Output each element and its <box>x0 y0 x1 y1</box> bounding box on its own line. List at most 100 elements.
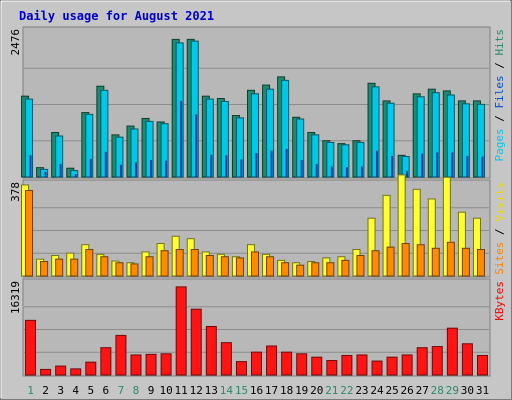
bar-sites-day-4 <box>70 258 79 277</box>
bar-sites-day-9 <box>145 256 154 277</box>
bar-pages-day-23 <box>360 166 363 177</box>
bar-kbytes-day-23 <box>356 354 368 376</box>
x-tick-label: 11 <box>175 384 188 397</box>
bar-kbytes-day-11 <box>175 286 187 376</box>
bar-files-day-19 <box>296 118 305 178</box>
bar-sites-day-11 <box>175 249 184 277</box>
bar-pages-day-11 <box>180 100 183 177</box>
hits-panel-legend: Pages / Files / Hits <box>493 29 506 162</box>
bar-kbytes-day-15 <box>235 361 247 376</box>
bar-pages-day-24 <box>376 150 379 177</box>
bar-sites-day-22 <box>341 259 350 277</box>
bar-files-day-18 <box>281 79 290 178</box>
bar-kbytes-day-7 <box>115 334 127 376</box>
bar-pages-day-4 <box>74 174 77 177</box>
x-tick-label: 12 <box>190 384 203 397</box>
visits-panel-max-label: 378 <box>9 182 22 202</box>
x-axis: 1 2 3 4 5 6 7 8 9 10 11 12 13 14 15 16 17 18 19 20 21 22 23 24 2… <box>27 384 489 397</box>
bar-sites-day-14 <box>220 256 229 277</box>
bar-files-day-1 <box>25 98 34 178</box>
bar-sites-day-1 <box>25 190 34 277</box>
bar-files-day-3 <box>55 135 64 178</box>
x-tick-label: 8 <box>133 384 140 397</box>
hits-panel: 2476 Pages / Files / Hits <box>9 26 506 179</box>
panels-layer: 2476 Pages / Files / Hits 378 Sites / Visit… <box>9 26 506 377</box>
bar-pages-day-18 <box>285 148 288 177</box>
bar-files-day-16 <box>251 93 259 178</box>
bar-files-day-9 <box>145 120 154 178</box>
bar-kbytes-day-26 <box>401 354 413 376</box>
x-tick-label: 19 <box>295 384 308 397</box>
x-tick-label: 13 <box>205 384 218 397</box>
bar-kbytes-day-10 <box>160 353 172 376</box>
x-tick-label: 5 <box>87 384 94 397</box>
x-tick-label: 3 <box>57 384 64 397</box>
visits-panel: 378 Sites / Visits <box>9 174 506 278</box>
bar-files-day-22 <box>341 144 350 178</box>
bar-kbytes-day-27 <box>416 347 428 376</box>
bar-pages-day-28 <box>436 152 439 177</box>
bar-kbytes-day-6 <box>100 347 112 376</box>
bar-kbytes-day-29 <box>446 327 458 376</box>
bar-sites-day-10 <box>160 250 169 277</box>
x-tick-label: 24 <box>370 384 384 397</box>
bar-files-day-24 <box>371 86 380 178</box>
bar-pages-day-1 <box>29 155 32 177</box>
hits-panel-max-label: 2476 <box>9 29 22 56</box>
bar-pages-day-19 <box>300 160 303 177</box>
bar-sites-day-20 <box>311 262 320 277</box>
bar-kbytes-day-4 <box>70 368 82 376</box>
x-tick-label: 2 <box>42 384 49 397</box>
bar-kbytes-day-13 <box>205 325 217 376</box>
x-tick-label: 7 <box>118 384 125 397</box>
bar-files-day-10 <box>160 123 169 178</box>
x-tick-label: 18 <box>280 384 293 397</box>
bar-sites-day-12 <box>190 249 199 277</box>
bar-pages-day-13 <box>210 154 213 177</box>
bar-pages-day-9 <box>150 160 153 177</box>
bar-kbytes-day-18 <box>281 351 293 376</box>
bar-sites-day-13 <box>205 255 214 277</box>
bar-pages-day-2 <box>44 171 47 177</box>
x-tick-label: 30 <box>461 384 474 397</box>
bar-pages-day-10 <box>165 160 168 177</box>
bar-sites-day-26 <box>401 243 410 277</box>
bar-files-day-27 <box>416 96 425 178</box>
bar-kbytes-day-5 <box>85 361 97 376</box>
bar-kbytes-day-19 <box>296 353 308 376</box>
bar-files-day-25 <box>386 102 395 178</box>
bar-pages-day-5 <box>89 158 92 177</box>
x-tick-label: 20 <box>310 384 323 397</box>
kbytes-panel-legend: KBytes <box>493 281 506 321</box>
x-tick-label: 6 <box>103 384 110 397</box>
x-tick-label: 17 <box>265 384 278 397</box>
bar-sites-day-7 <box>115 262 124 277</box>
bar-sites-day-25 <box>386 246 395 277</box>
bar-pages-day-27 <box>421 153 424 177</box>
hits-panel-series-pages <box>29 100 484 177</box>
bar-pages-day-31 <box>481 156 484 177</box>
bar-sites-day-8 <box>130 263 139 277</box>
bar-files-day-14 <box>220 100 229 178</box>
bar-files-day-11 <box>175 42 184 178</box>
bar-sites-day-30 <box>461 247 470 277</box>
bar-pages-day-16 <box>255 152 258 177</box>
bar-sites-day-5 <box>85 249 94 277</box>
bar-kbytes-day-12 <box>190 308 202 376</box>
bar-sites-day-15 <box>235 257 244 277</box>
bar-kbytes-day-16 <box>251 351 262 376</box>
x-tick-label: 22 <box>340 384 353 397</box>
bar-kbytes-day-14 <box>220 342 232 376</box>
bar-files-day-7 <box>115 136 124 178</box>
bar-sites-day-29 <box>446 241 455 277</box>
bar-pages-day-25 <box>391 155 394 177</box>
bar-kbytes-day-2 <box>40 368 52 376</box>
x-tick-label: 1 <box>27 384 34 397</box>
x-tick-label: 4 <box>72 384 79 397</box>
x-tick-label: 31 <box>476 384 489 397</box>
bar-sites-day-27 <box>416 244 425 277</box>
bar-pages-day-30 <box>466 155 469 177</box>
bar-kbytes-day-20 <box>311 356 323 376</box>
kbytes-panel-max-label: 16319 <box>9 281 22 314</box>
